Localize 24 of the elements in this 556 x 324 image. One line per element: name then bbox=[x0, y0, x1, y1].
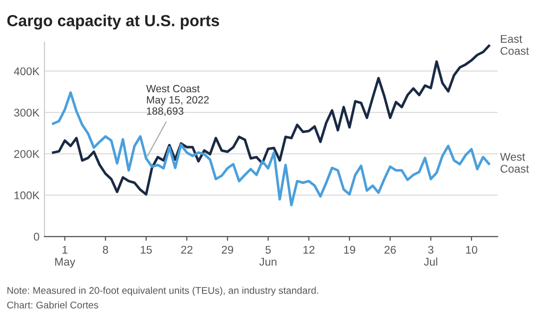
y-tick-label: 400K bbox=[14, 67, 40, 76]
x-tick-label: 15 bbox=[140, 246, 152, 254]
x-tick-label: 10 bbox=[466, 246, 478, 254]
line-series bbox=[52, 44, 490, 196]
x-tick-label: 12 bbox=[303, 246, 314, 254]
x-tick-label: 22 bbox=[181, 246, 192, 254]
x-tick-label: 8 bbox=[102, 246, 108, 254]
x-tick-label: 29 bbox=[222, 246, 234, 254]
y-tick-label: 300K bbox=[14, 108, 40, 117]
series-label: East Coast bbox=[500, 35, 529, 55]
x-tick-label: 5 Jun bbox=[259, 246, 276, 266]
y-tick-label: 100K bbox=[14, 191, 40, 200]
text: Note: Measured in 20-foot equivalent units (TEUs), an industry standard. bbox=[7, 286, 318, 296]
annotation: West Coast May 15, 2022 188,693 bbox=[146, 84, 209, 116]
x-tick-label: 1 May bbox=[55, 246, 76, 268]
x-tick-label: 3 Jul bbox=[424, 246, 438, 266]
line-series bbox=[52, 91, 490, 206]
y-tick-label: 200K bbox=[14, 150, 40, 158]
text: Chart: Gabriel Cortes bbox=[7, 301, 98, 308]
y-tick-label: 0 bbox=[34, 232, 40, 241]
x-tick-label: 26 bbox=[384, 246, 396, 254]
chart-title: Cargo capacity at U.S. ports bbox=[7, 14, 220, 30]
series-label: West Coast bbox=[500, 152, 529, 173]
x-tick-label: 19 bbox=[344, 246, 356, 254]
